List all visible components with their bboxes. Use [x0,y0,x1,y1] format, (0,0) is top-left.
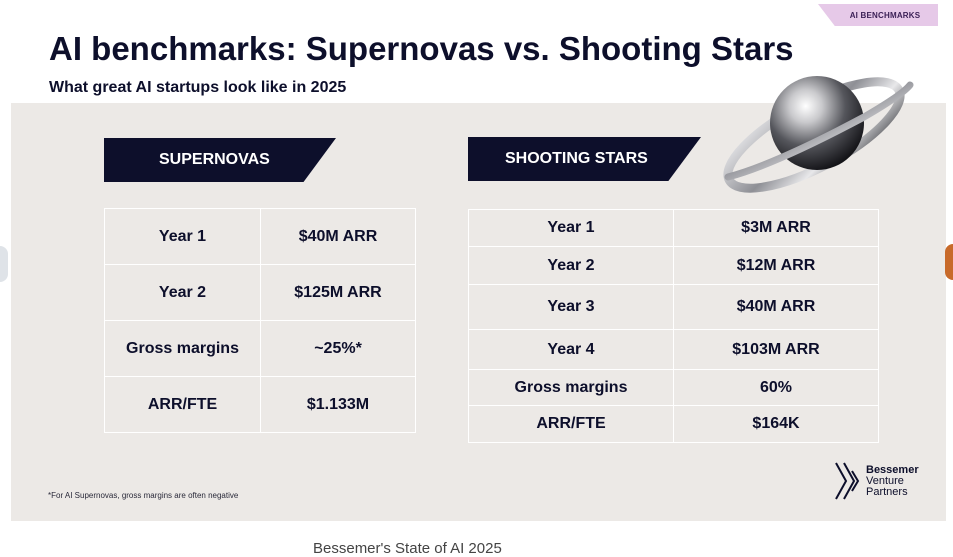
value-cell: $1.133M [260,376,416,433]
section-tag: AI BENCHMARKS [818,4,938,26]
value-cell: ~25%* [260,320,416,377]
metric-cell: Gross margins [104,320,261,377]
shooting-stars-banner: SHOOTING STARS [468,137,701,181]
image-caption: Bessemer's State of AI 2025 [313,540,502,557]
table-row: Year 2 $12M ARR [468,246,879,285]
table-row: Year 4 $103M ARR [468,329,879,370]
logo-line-1: Bessemer [866,463,919,476]
table-row: ARR/FTE $1.133M [104,376,416,433]
metric-cell: Year 2 [104,264,261,321]
metric-cell: Year 2 [468,246,674,285]
planet-illustration [723,76,914,193]
table-row: Year 3 $40M ARR [468,284,879,330]
value-cell: $125M ARR [260,264,416,321]
value-cell: $164K [673,405,879,443]
metric-cell: ARR/FTE [104,376,261,433]
next-slide-edge[interactable] [945,244,953,280]
value-cell: $40M ARR [673,284,879,330]
prev-slide-edge[interactable] [0,246,8,282]
table-row: Year 2 $125M ARR [104,264,416,321]
metric-cell: Year 3 [468,284,674,330]
table-row: Year 1 $40M ARR [104,208,416,265]
metric-cell: Gross margins [468,369,674,406]
value-cell: $103M ARR [673,329,879,370]
table-row: Year 1 $3M ARR [468,209,879,247]
metric-cell: Year 1 [468,209,674,247]
bessemer-logo: Bessemer Venture Partners [834,461,919,501]
bvp-logo-icon [835,462,860,500]
logo-line-3: Partners [866,485,908,498]
table-row: Gross margins ~25%* [104,320,416,377]
metric-cell: Year 4 [468,329,674,370]
value-cell: 60% [673,369,879,406]
footnote: *For AI Supernovas, gross margins are of… [48,491,239,500]
metric-cell: Year 1 [104,208,261,265]
value-cell: $3M ARR [673,209,879,247]
value-cell: $40M ARR [260,208,416,265]
supernovas-banner: SUPERNOVAS [104,138,336,182]
table-row: ARR/FTE $164K [468,405,879,443]
slide-subtitle: What great AI startups look like in 2025 [49,79,347,96]
shooting-stars-table: Year 1 $3M ARR Year 2 $12M ARR Year 3 $4… [468,209,879,443]
metric-cell: ARR/FTE [468,405,674,443]
value-cell: $12M ARR [673,246,879,285]
slide-title: AI benchmarks: Supernovas vs. Shooting S… [49,30,794,67]
table-row: Gross margins 60% [468,369,879,406]
supernovas-table: Year 1 $40M ARR Year 2 $125M ARR Gross m… [104,208,416,433]
logo-line-2: Venture [866,474,904,487]
